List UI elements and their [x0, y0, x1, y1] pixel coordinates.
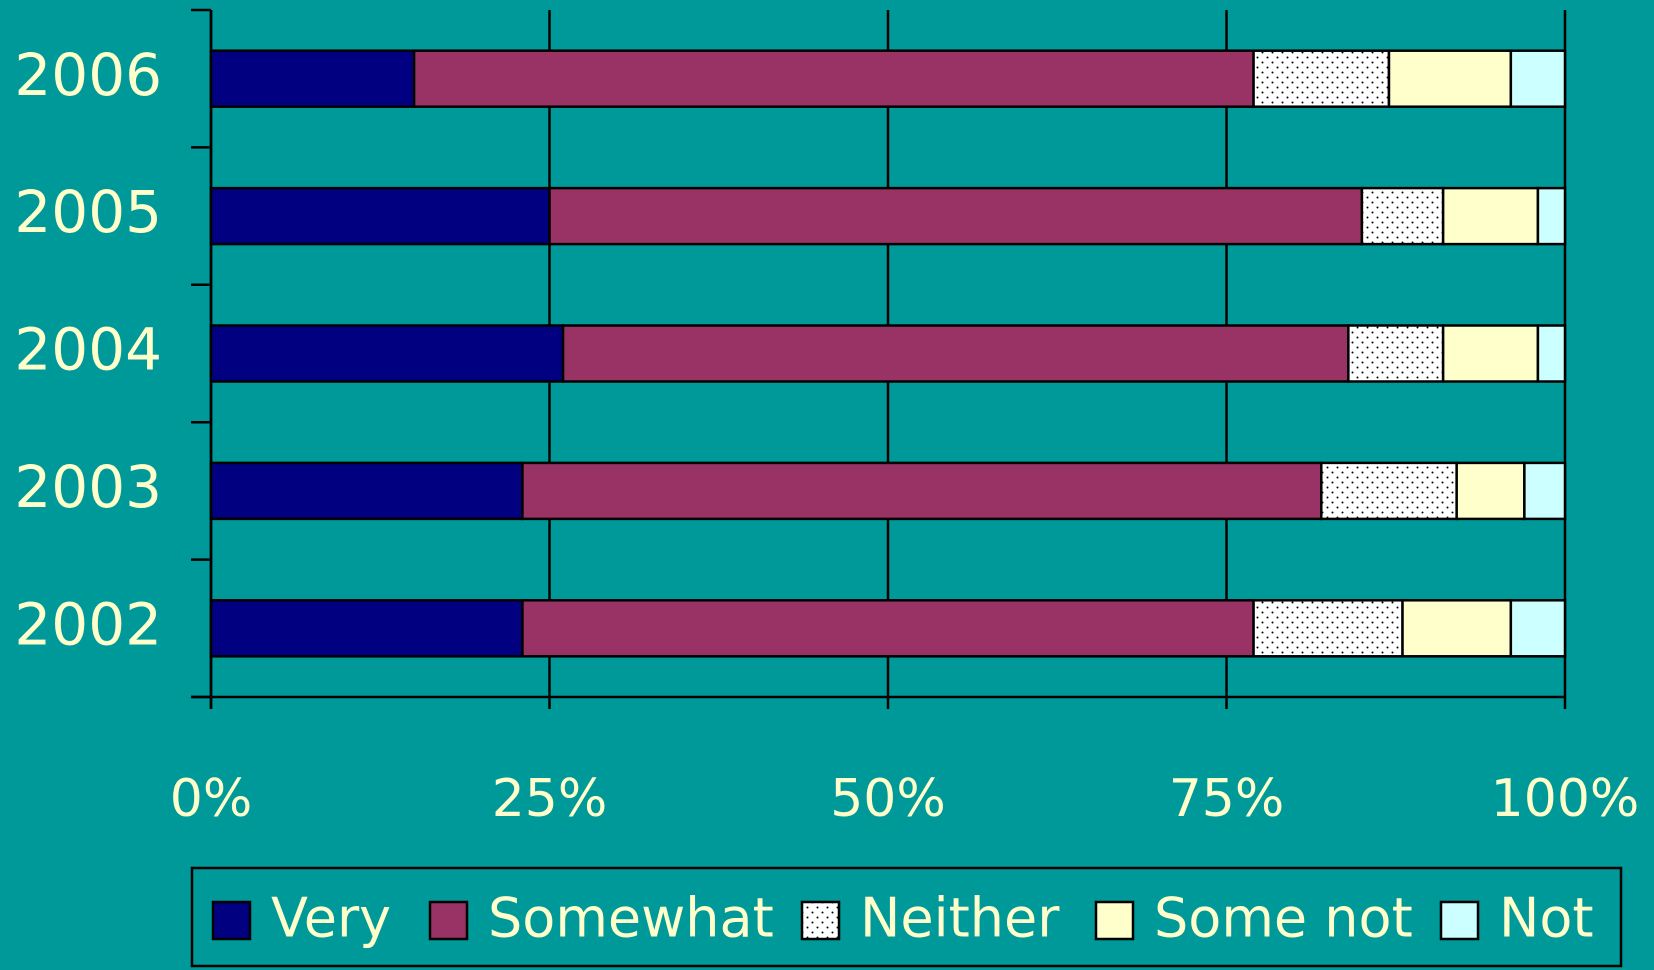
- y-tick-label: 2006: [14, 41, 162, 109]
- x-tick-label: 25%: [492, 769, 608, 829]
- bar-segment: [1441, 186, 1540, 246]
- y-tick-label: 2003: [14, 453, 162, 521]
- y-tick-label: 2002: [14, 590, 162, 658]
- bar-segment: [209, 186, 551, 246]
- bar-segment: [209, 49, 416, 108]
- y-tick-label: 2004: [14, 316, 162, 384]
- bar-segment: [1252, 49, 1391, 108]
- y-tick-label: 2005: [14, 178, 162, 246]
- bar-segment: [561, 324, 1350, 383]
- legend-label: Neither: [860, 887, 1060, 950]
- bar-segment: [1441, 324, 1540, 383]
- legend-swatch: [211, 900, 252, 941]
- bar-segment: [1523, 461, 1567, 521]
- bar-segment: [1360, 186, 1445, 246]
- legend-swatch: [1439, 900, 1480, 941]
- legend-label: Some not: [1154, 887, 1413, 950]
- bar-segment: [1536, 324, 1567, 383]
- bar-segment: [548, 186, 1364, 246]
- bar-segment: [209, 461, 524, 521]
- x-tick-label: 50%: [830, 769, 946, 829]
- bar-segment: [1455, 461, 1526, 521]
- legend-label: Not: [1499, 887, 1594, 950]
- bar-segment: [521, 599, 1255, 658]
- x-tick-label: 75%: [1169, 769, 1285, 829]
- legend-swatch: [800, 900, 841, 941]
- bar-segment: [1509, 49, 1567, 108]
- bar-segment: [1252, 599, 1404, 658]
- bar-segment: [1387, 49, 1513, 108]
- bar-segment: [1536, 186, 1567, 246]
- bar-segment: [209, 324, 565, 383]
- bar-segment: [1347, 324, 1445, 383]
- bar-segment: [1401, 599, 1513, 658]
- bar-segment: [1320, 461, 1458, 521]
- legend-label: Very: [271, 887, 391, 950]
- x-tick-label: 100%: [1491, 769, 1640, 829]
- legend-swatch: [1094, 900, 1135, 941]
- legend-swatch: [428, 900, 469, 941]
- legend-box: [190, 866, 1623, 968]
- bar-segment: [521, 461, 1323, 521]
- bar-segment: [209, 599, 524, 658]
- bar-segment: [412, 49, 1255, 108]
- legend-label: Somewhat: [488, 887, 774, 950]
- x-tick-label: 0%: [170, 769, 253, 829]
- bar-segment: [1509, 599, 1567, 658]
